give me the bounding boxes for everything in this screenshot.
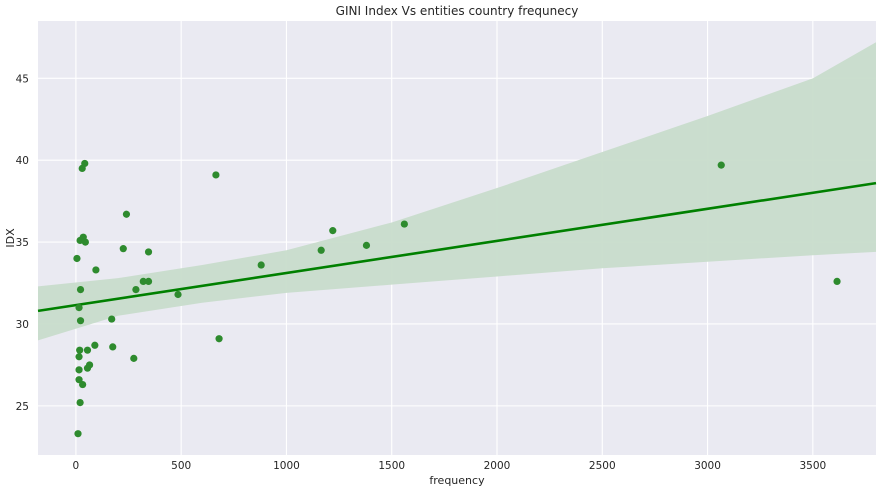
y-axis-label: IDX <box>4 228 17 248</box>
data-point <box>73 254 81 263</box>
data-point <box>317 246 325 254</box>
x-tick-label: 500 <box>171 460 191 472</box>
x-tick-label: 2000 <box>484 460 511 472</box>
data-point <box>76 285 85 294</box>
data-point <box>74 430 82 438</box>
data-point <box>174 290 182 299</box>
data-point <box>212 171 220 179</box>
data-point <box>717 161 725 169</box>
data-point <box>85 361 94 369</box>
y-tick-label: 40 <box>16 155 29 167</box>
data-point <box>257 261 265 269</box>
regression-line <box>37 181 877 313</box>
data-point <box>83 346 92 354</box>
data-point <box>76 346 84 354</box>
data-point <box>108 315 116 323</box>
y-tick-label: 30 <box>16 319 29 331</box>
data-point <box>81 159 89 168</box>
data-point <box>130 354 138 362</box>
data-point <box>139 277 147 285</box>
data-point <box>833 277 841 285</box>
y-tick-label: 35 <box>16 237 29 249</box>
x-axis-label: frequency <box>429 474 485 487</box>
data-point <box>91 341 99 349</box>
data-point <box>329 227 337 235</box>
x-tick-label: 2500 <box>589 460 616 472</box>
x-tick-label: 1500 <box>378 460 405 472</box>
data-point <box>76 317 85 325</box>
x-tick-label: 1000 <box>273 460 300 472</box>
y-tick-labels: 25 30 35 40 45 <box>16 73 29 413</box>
data-point <box>81 238 89 246</box>
data-point <box>400 220 408 228</box>
x-tick-label: 3500 <box>799 460 826 472</box>
y-tick-label: 45 <box>16 73 29 85</box>
data-point <box>75 366 83 374</box>
data-point <box>92 266 100 274</box>
data-point <box>109 343 117 351</box>
confidence-band <box>38 42 876 341</box>
data-point <box>79 380 87 389</box>
data-point <box>76 398 84 407</box>
data-points <box>73 159 841 438</box>
data-point <box>362 241 371 249</box>
data-point <box>122 210 131 218</box>
y-tick-label: 25 <box>16 401 29 413</box>
data-point <box>132 285 140 294</box>
data-point <box>75 353 83 361</box>
data-point <box>144 248 153 256</box>
x-tick-label: 0 <box>73 460 80 472</box>
data-point <box>144 277 153 285</box>
data-point <box>75 304 83 312</box>
data-point <box>119 245 127 253</box>
data-point <box>215 335 223 343</box>
x-tick-labels: 0 500 1000 1500 2000 2500 3000 3500 <box>73 460 827 472</box>
x-tick-label: 3000 <box>694 460 721 472</box>
chart-title: GINI Index Vs entities country frequnecy <box>336 4 579 18</box>
